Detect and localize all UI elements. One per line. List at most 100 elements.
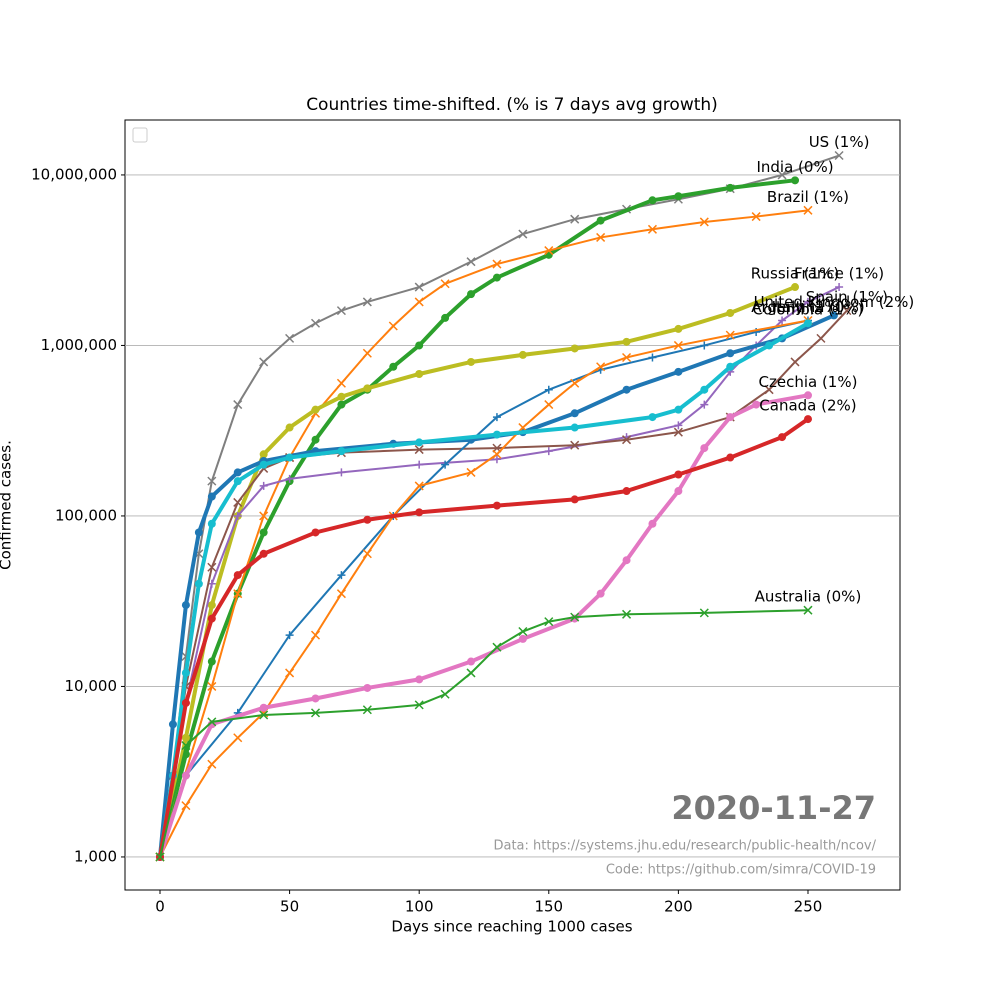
series: [155, 283, 800, 861]
code-annotation: Code: https://github.com/simra/COVID-19: [606, 863, 876, 878]
series-line: [159, 319, 809, 858]
point: [363, 515, 372, 524]
point: [726, 183, 735, 192]
point: [259, 549, 268, 558]
point: [544, 385, 553, 394]
point: [414, 297, 424, 307]
point: [414, 481, 424, 491]
point: [674, 324, 683, 333]
series-label: US (1%): [809, 133, 870, 151]
point: [803, 605, 813, 615]
y-tick-label: 10,000: [65, 677, 118, 695]
point: [415, 370, 424, 379]
point: [362, 549, 372, 559]
point: [647, 224, 657, 234]
point: [674, 487, 683, 496]
point: [207, 562, 217, 572]
point: [622, 609, 632, 619]
point: [765, 341, 774, 350]
point: [285, 423, 294, 432]
point: [194, 579, 203, 588]
point: [285, 474, 294, 483]
series-label: United Kingdom (2%): [754, 293, 915, 311]
series: [155, 311, 838, 861]
y-tick-label: 10,000,000: [31, 165, 117, 183]
point: [726, 413, 735, 422]
point: [492, 642, 502, 652]
series: [155, 605, 813, 862]
series: [155, 315, 813, 862]
point: [725, 330, 735, 340]
point: [259, 357, 269, 367]
point: [622, 352, 632, 363]
point: [181, 668, 190, 677]
x-tick-label: 250: [794, 898, 823, 916]
x-tick-label: 50: [280, 898, 299, 916]
series: [155, 205, 813, 862]
series-label: Brazil (1%): [767, 188, 849, 206]
point: [440, 689, 450, 699]
point: [648, 413, 657, 422]
point: [285, 631, 294, 640]
x-tick-label: 200: [664, 898, 693, 916]
x-tick-label: 100: [405, 898, 434, 916]
point: [285, 333, 295, 343]
series-line: [158, 178, 796, 858]
point: [363, 683, 372, 692]
point: [752, 400, 761, 409]
point: [570, 440, 580, 450]
point: [518, 229, 528, 239]
point: [415, 508, 424, 517]
point: [751, 212, 761, 222]
point: [726, 308, 735, 317]
series-label: Russia (1%): [751, 265, 840, 283]
point: [492, 413, 501, 422]
point: [259, 460, 268, 469]
point: [842, 306, 852, 316]
x-axis-label: Days since reaching 1000 cases: [391, 918, 632, 936]
series: [155, 176, 800, 861]
point: [336, 378, 346, 388]
point: [674, 405, 683, 414]
point: [622, 487, 631, 496]
series-label: Australia (0%): [755, 588, 862, 606]
point: [518, 350, 527, 359]
point: [415, 460, 424, 469]
point: [596, 362, 606, 372]
point: [622, 337, 631, 346]
point: [570, 423, 579, 432]
point: [673, 427, 683, 437]
series-label: Colombia (1%): [753, 301, 864, 319]
point: [467, 290, 476, 299]
point: [233, 571, 242, 580]
point: [570, 409, 579, 418]
point: [233, 733, 243, 743]
point: [441, 460, 450, 469]
point: [363, 384, 372, 393]
point: [726, 453, 735, 462]
series: [155, 316, 812, 861]
point: [415, 341, 424, 350]
point: [803, 205, 813, 215]
point: [674, 367, 683, 376]
point: [492, 259, 502, 269]
date-annotation: 2020-11-27: [671, 789, 876, 827]
point: [337, 468, 346, 477]
point: [803, 297, 812, 306]
point: [362, 705, 372, 715]
point: [674, 421, 683, 430]
point: [778, 316, 787, 325]
point: [181, 771, 190, 780]
point: [726, 362, 735, 371]
point: [207, 759, 217, 769]
point: [285, 668, 295, 678]
point: [834, 150, 844, 161]
point: [414, 700, 424, 710]
point: [518, 634, 527, 643]
point: [337, 447, 346, 456]
point: [648, 196, 657, 205]
series-line: [158, 313, 835, 858]
point: [310, 708, 321, 718]
point: [181, 801, 191, 811]
